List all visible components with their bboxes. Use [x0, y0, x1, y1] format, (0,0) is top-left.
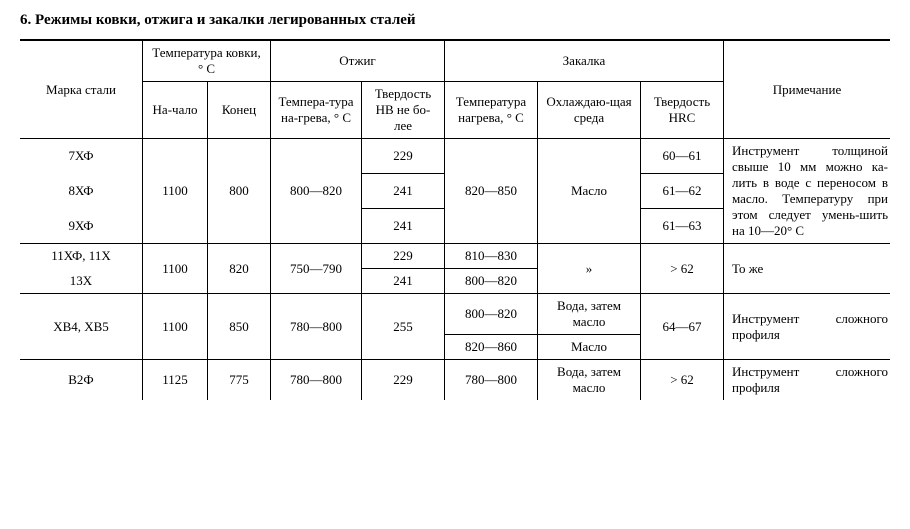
cell-hrc: 64—67	[641, 294, 724, 360]
cell-end: 820	[208, 244, 271, 294]
cell-hb: 229	[362, 244, 445, 269]
cell-start: 1100	[143, 294, 208, 360]
cell-quench-temp: 800—820	[445, 269, 538, 294]
cell-mark: 11ХФ, 11Х	[20, 244, 143, 269]
col-forging-start: На-чало	[143, 82, 208, 139]
cell-hb: 229	[362, 139, 445, 174]
cell-hb: 255	[362, 294, 445, 360]
cell-note: Инструмент сложного профиля	[724, 294, 891, 360]
colgrp-forging: Температура ковки, ° С	[143, 40, 271, 82]
cell-anneal-temp: 780—800	[271, 360, 362, 401]
col-quench-cool: Охлаждаю-щая среда	[538, 82, 641, 139]
cell-mark: 13Х	[20, 269, 143, 294]
colgrp-anneal: Отжиг	[271, 40, 445, 82]
cell-note: Инструмент толщиной свыше 10 мм можно ка…	[724, 139, 891, 244]
col-quench-hrc: Твердость HRC	[641, 82, 724, 139]
cell-hrc: 61—62	[641, 174, 724, 209]
cell-start: 1100	[143, 139, 208, 244]
cell-hrc: 60—61	[641, 139, 724, 174]
cell-end: 800	[208, 139, 271, 244]
cell-hrc: > 62	[641, 360, 724, 401]
cell-quench-temp: 820—850	[445, 139, 538, 244]
cell-anneal-temp: 780—800	[271, 294, 362, 360]
cell-start: 1100	[143, 244, 208, 294]
cell-mark: 7ХФ	[20, 139, 143, 174]
cell-anneal-temp: 750—790	[271, 244, 362, 294]
cell-note: То же	[724, 244, 891, 294]
steels-table: Марка стали Температура ковки, ° С Отжиг…	[20, 39, 890, 400]
cell-cool: Масло	[538, 335, 641, 360]
cell-quench-temp: 800—820	[445, 294, 538, 335]
cell-start: 1125	[143, 360, 208, 401]
table-row: В2Ф 1125 775 780—800 229 780—800 Вода, з…	[20, 360, 890, 401]
cell-end: 775	[208, 360, 271, 401]
cell-mark: 9ХФ	[20, 209, 143, 244]
cell-cool: Масло	[538, 139, 641, 244]
cell-hb: 241	[362, 174, 445, 209]
col-note: Примечание	[724, 40, 891, 139]
header-row-1: Марка стали Температура ковки, ° С Отжиг…	[20, 40, 890, 82]
col-mark: Марка стали	[20, 40, 143, 139]
cell-mark: 8ХФ	[20, 174, 143, 209]
cell-note: Инструмент сложного профиля	[724, 360, 891, 401]
cell-mark: ХВ4, ХВ5	[20, 294, 143, 360]
col-anneal-hb: Твердость HB не бо-лее	[362, 82, 445, 139]
cell-cool: Вода, затем масло	[538, 294, 641, 335]
cell-mark: В2Ф	[20, 360, 143, 401]
cell-cool: »	[538, 244, 641, 294]
cell-anneal-temp: 800—820	[271, 139, 362, 244]
colgrp-quench: Закалка	[445, 40, 724, 82]
page: 6. Режимы ковки, отжига и закалки легиро…	[0, 0, 910, 408]
table-row: 11ХФ, 11Х 1100 820 750—790 229 810—830 »…	[20, 244, 890, 269]
cell-hb: 229	[362, 360, 445, 401]
table-title: 6. Режимы ковки, отжига и закалки легиро…	[20, 12, 890, 29]
table-row: 7ХФ 1100 800 800—820 229 820—850 Масло 6…	[20, 139, 890, 174]
col-quench-temp: Температура нагрева, ° С	[445, 82, 538, 139]
col-anneal-temp: Темпера-тура на-грева, ° С	[271, 82, 362, 139]
table-row: ХВ4, ХВ5 1100 850 780—800 255 800—820 Во…	[20, 294, 890, 335]
cell-hb: 241	[362, 269, 445, 294]
cell-hrc: 61—63	[641, 209, 724, 244]
cell-cool: Вода, затем масло	[538, 360, 641, 401]
cell-quench-temp: 780—800	[445, 360, 538, 401]
cell-quench-temp: 810—830	[445, 244, 538, 269]
cell-quench-temp: 820—860	[445, 335, 538, 360]
cell-end: 850	[208, 294, 271, 360]
col-forging-end: Конец	[208, 82, 271, 139]
cell-hb: 241	[362, 209, 445, 244]
cell-hrc: > 62	[641, 244, 724, 294]
